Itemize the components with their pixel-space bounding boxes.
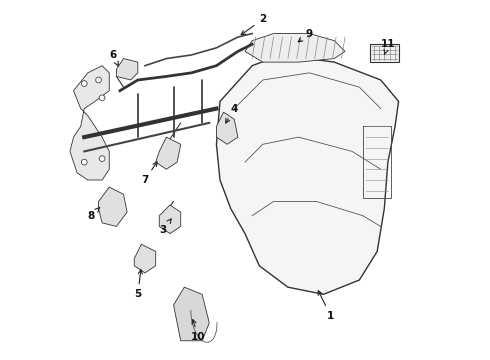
- Text: 1: 1: [318, 291, 334, 321]
- Text: 4: 4: [225, 104, 238, 123]
- Polygon shape: [98, 187, 127, 226]
- Circle shape: [81, 159, 87, 165]
- Polygon shape: [217, 55, 398, 294]
- Text: 11: 11: [381, 39, 395, 55]
- Circle shape: [99, 156, 105, 161]
- Polygon shape: [134, 244, 156, 273]
- Polygon shape: [245, 33, 345, 62]
- Bar: [370, 44, 398, 62]
- Polygon shape: [156, 137, 181, 169]
- Polygon shape: [217, 112, 238, 144]
- Circle shape: [99, 95, 105, 101]
- Polygon shape: [159, 205, 181, 234]
- Polygon shape: [70, 66, 109, 180]
- Text: 9: 9: [298, 28, 313, 42]
- Text: 8: 8: [88, 207, 100, 221]
- Text: 5: 5: [134, 270, 143, 299]
- Text: 7: 7: [141, 162, 157, 185]
- Circle shape: [81, 81, 87, 86]
- Polygon shape: [173, 287, 209, 341]
- Text: 2: 2: [241, 14, 267, 35]
- Circle shape: [96, 77, 101, 83]
- Text: 6: 6: [109, 50, 118, 66]
- Polygon shape: [117, 59, 138, 80]
- Text: 3: 3: [159, 219, 171, 235]
- Text: 10: 10: [191, 320, 206, 342]
